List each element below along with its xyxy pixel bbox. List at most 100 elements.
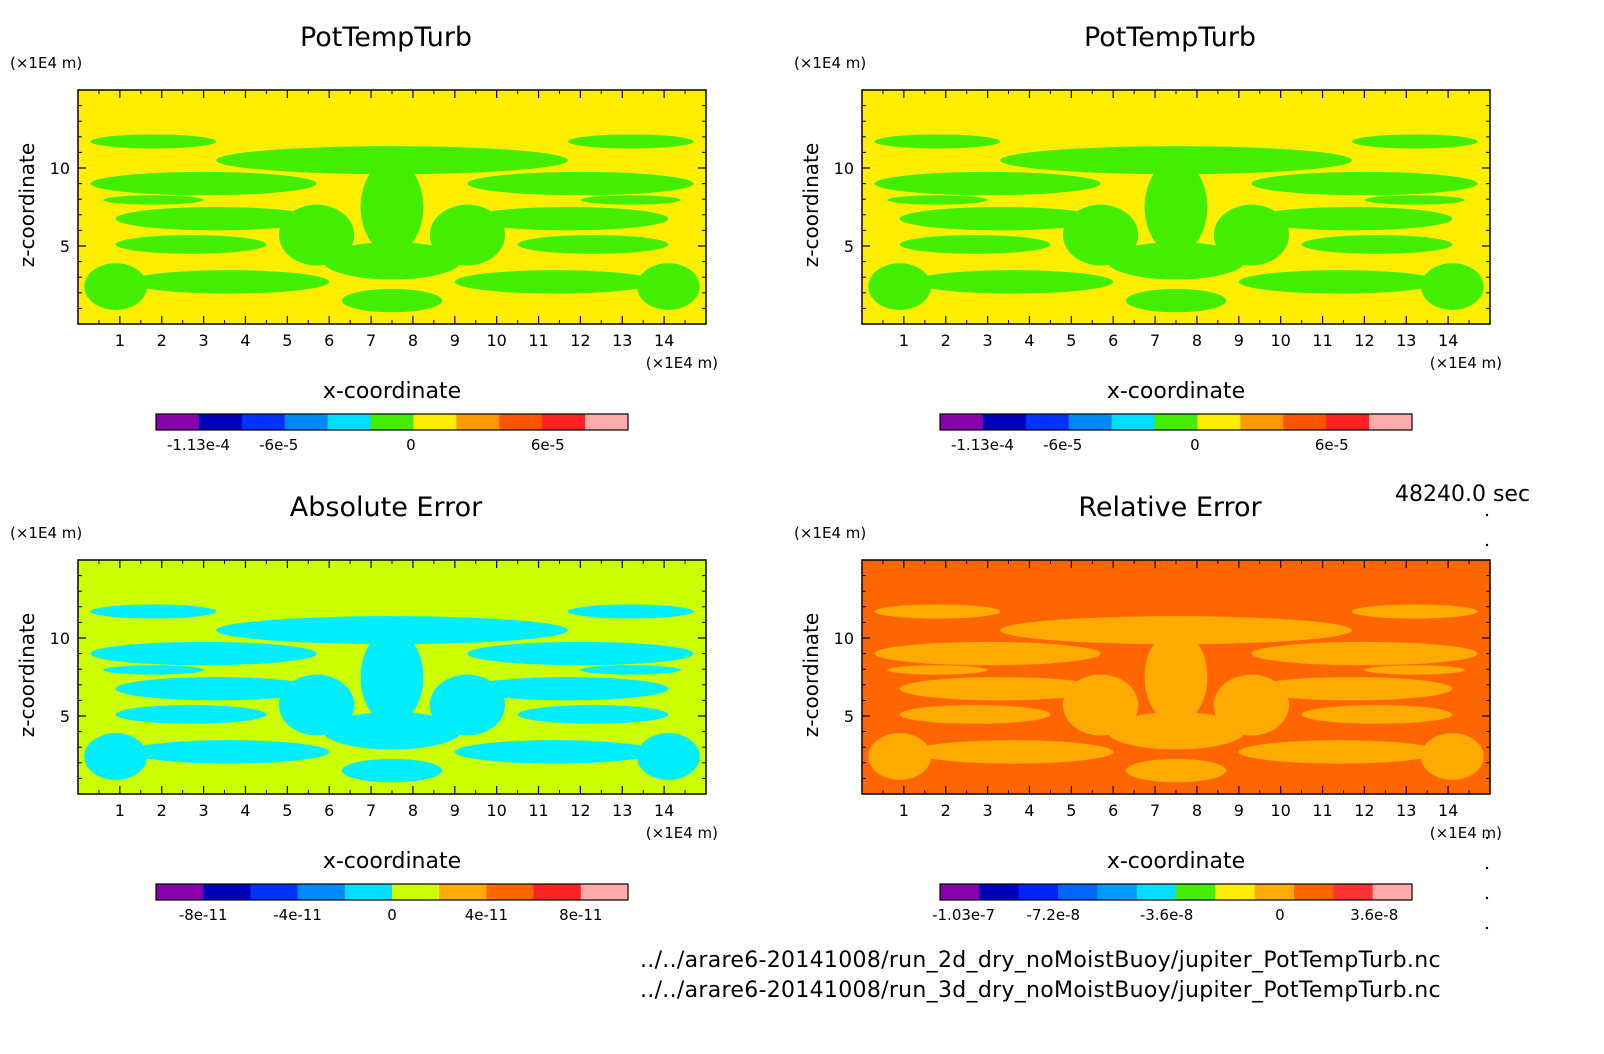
colorbar-tick-label: -1.13e-4 — [167, 436, 230, 454]
heatmap-pattern — [862, 560, 1490, 783]
x-tick-label: 7 — [366, 801, 376, 820]
colorbar-frame — [155, 883, 629, 901]
colorbar-swatch — [1111, 414, 1156, 430]
colorbar-swatch — [1294, 884, 1334, 900]
heatmap-region — [1125, 758, 1227, 783]
heatmap-region — [874, 171, 1101, 196]
colorbar-swatch — [156, 414, 200, 430]
x-tick-label: 1 — [899, 331, 909, 350]
heatmap-region — [1106, 712, 1246, 750]
edge-dot — [1485, 513, 1489, 517]
y-tick-label: 10 — [834, 629, 854, 648]
y-unit-label: (×1E4 m) — [794, 54, 866, 72]
x-tick-label: 8 — [408, 331, 418, 350]
heatmap-region — [103, 665, 204, 675]
heatmap-region — [899, 235, 1051, 254]
heatmap-region — [115, 705, 267, 724]
heatmap-top-band — [862, 90, 1490, 128]
colorbar-swatch — [203, 884, 251, 900]
heatmap-region — [278, 204, 355, 266]
x-tick-label: 6 — [324, 801, 334, 820]
heatmap-region — [874, 134, 1001, 149]
heatmap-region — [1238, 270, 1440, 294]
heatmap-region — [1420, 263, 1484, 310]
y-tick-label: 5 — [844, 237, 854, 256]
x-tick-label: 9 — [1234, 331, 1244, 350]
x-tick-label: 10 — [486, 801, 506, 820]
chart-panel-1: PotTempTurb(×1E4 m)1 2 3 4 5 6 7 8 9 10 11 12 13 1451… — [10, 22, 718, 454]
colorbar-frame — [939, 883, 1413, 901]
heatmap-region — [341, 758, 443, 783]
heatmap-region — [567, 604, 694, 619]
x-tick-label: 14 — [654, 331, 674, 350]
heatmap-region — [1251, 641, 1478, 666]
colorbar-swatch — [1097, 884, 1138, 900]
heatmap-region — [899, 677, 1101, 701]
heatmap-region — [1144, 630, 1208, 724]
chart-title: Relative Error — [1078, 492, 1262, 523]
heatmap-region — [1238, 740, 1440, 764]
time-label: 48240.0 sec — [1395, 482, 1531, 507]
heatmap-region — [1125, 288, 1227, 313]
x-tick-label: 14 — [654, 801, 674, 820]
x-tick-label: 12 — [570, 801, 590, 820]
heatmap-region — [90, 604, 217, 619]
heatmap-region — [1251, 207, 1453, 231]
y-unit-label: (×1E4 m) — [794, 524, 866, 542]
heatmap-region — [360, 160, 424, 254]
colorbar-swatch — [1254, 884, 1295, 900]
x-tick-label: 6 — [324, 331, 334, 350]
x-tick-label: 9 — [450, 801, 460, 820]
y-tick-label: 5 — [60, 237, 70, 256]
heatmap-top-band — [862, 560, 1490, 598]
y-tick-label: 5 — [60, 707, 70, 726]
x-tick-label: 14 — [1438, 801, 1458, 820]
x-tick-label: 13 — [1396, 331, 1416, 350]
file-path-1: ../../arare6-20141008/run_2d_dry_noMoist… — [640, 948, 1441, 973]
x-tick-label: 9 — [1234, 801, 1244, 820]
x-tick-label: 11 — [1312, 331, 1332, 350]
heatmap-region — [84, 263, 148, 310]
chart-panel-4: Relative Error(×1E4 m)1 2 3 4 5 6 7 8 9 10 11 12 13 1… — [794, 492, 1502, 924]
colorbar-swatch — [499, 414, 543, 430]
chart-title: PotTempTurb — [1084, 22, 1256, 53]
heatmap-region — [322, 712, 462, 750]
heatmap-region — [454, 740, 656, 764]
x-tick-label: 12 — [570, 331, 590, 350]
colorbar-swatch — [1369, 414, 1413, 430]
colorbar-swatch — [297, 884, 346, 900]
colorbar-swatch — [1197, 414, 1241, 430]
x-tick-label: 3 — [199, 801, 209, 820]
colorbar: -1.03e-7 -7.2e-8 -3.6e-8 0 3.6e-8 — [932, 883, 1413, 924]
colorbar-swatch — [439, 884, 487, 900]
x-tick-label: 6 — [1108, 331, 1118, 350]
colorbar-tick-label: 3.6e-8 — [1350, 906, 1398, 924]
colorbar-swatch — [456, 414, 500, 430]
x-tick-label: 1 — [115, 801, 125, 820]
heatmap-region — [912, 270, 1114, 294]
chart-panel-3: Absolute Error(×1E4 m)1 2 3 4 5 6 7 8 9 10 11 12 13 1… — [10, 492, 718, 924]
colorbar-tick-label: -6e-5 — [259, 436, 298, 454]
colorbar-swatch — [1240, 414, 1284, 430]
chart-title: Absolute Error — [290, 492, 483, 523]
y-tick-label: 5 — [844, 707, 854, 726]
x-axis-label: x-coordinate — [1107, 379, 1245, 404]
colorbar-swatch — [585, 414, 629, 430]
x-tick-label: 9 — [450, 331, 460, 350]
heatmap-region — [128, 270, 330, 294]
heatmap-region — [1351, 134, 1478, 149]
x-tick-label: 13 — [1396, 801, 1416, 820]
heatmap-region — [1364, 665, 1465, 675]
heatmap-region — [90, 641, 317, 666]
edge-dot — [1485, 543, 1489, 547]
x-unit-label: (×1E4 m) — [646, 824, 718, 842]
colorbar-tick-label: -8e-11 — [179, 906, 228, 924]
heatmap-top-band — [78, 90, 706, 128]
heatmap-region — [90, 171, 317, 196]
colorbar-swatch — [1326, 414, 1370, 430]
x-tick-label: 2 — [157, 331, 167, 350]
colorbar-swatch — [1058, 884, 1098, 900]
heatmap-region — [912, 740, 1114, 764]
colorbar-swatch — [542, 414, 586, 430]
colorbar-swatch — [1333, 884, 1374, 900]
